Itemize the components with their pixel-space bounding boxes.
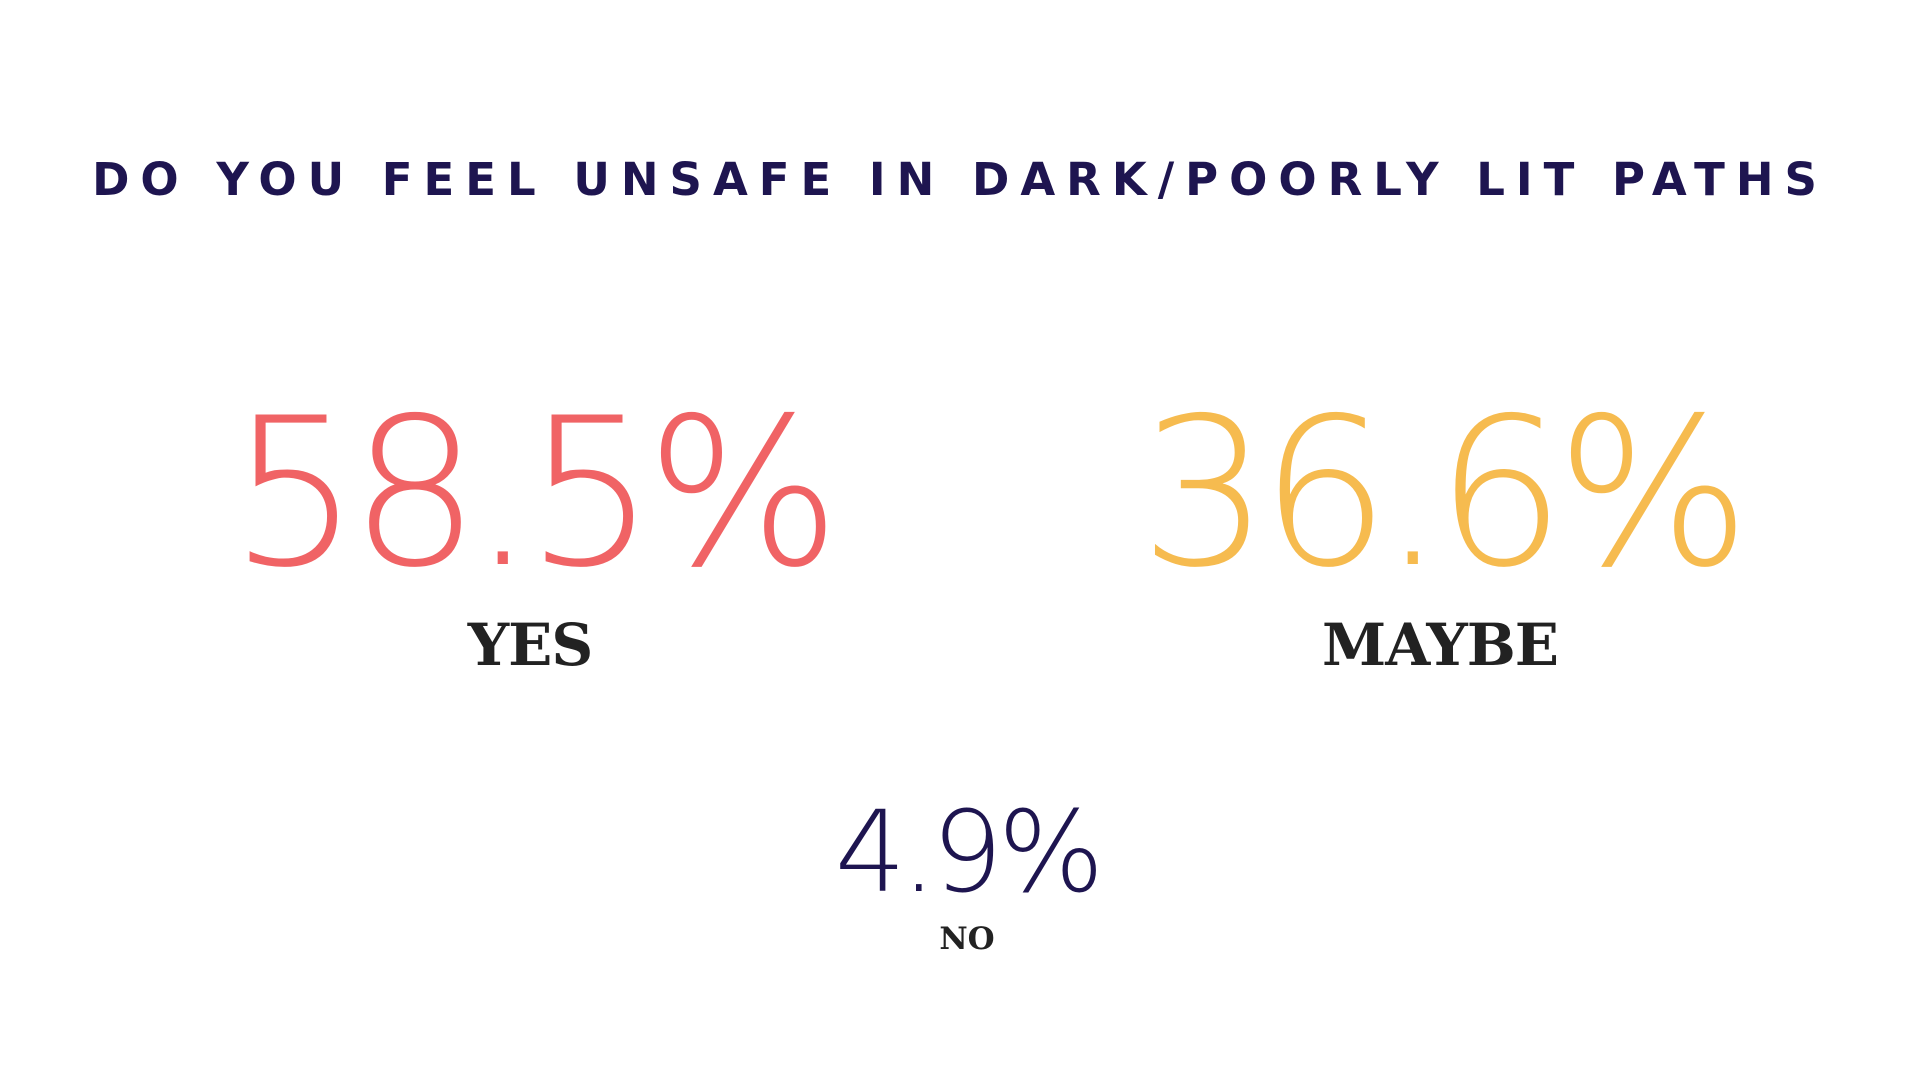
stat-yes-value: 58.5% — [229, 375, 840, 613]
stat-maybe-value: 36.6% — [1139, 375, 1750, 613]
stat-no-value: 4.9% — [834, 788, 1105, 918]
stat-no-label: NO — [939, 921, 995, 957]
stat-yes-label: YES — [467, 611, 594, 679]
survey-question-title: DO YOU FEEL UNSAFE IN DARK/POORLY LIT PA… — [92, 153, 1828, 206]
stat-maybe-label: MAYBE — [1322, 611, 1559, 679]
stat-maybe: 36.6% MAYBE — [1060, 375, 1820, 680]
stat-yes: 58.5% YES — [150, 375, 910, 680]
stat-no: 4.9% NO — [717, 788, 1217, 958]
